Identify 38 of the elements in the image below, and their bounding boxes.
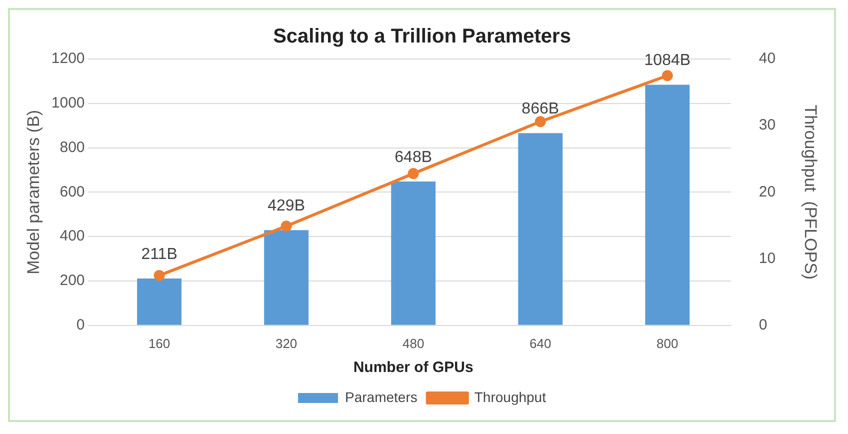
bar — [518, 133, 563, 325]
x-tick-label: 160 — [148, 336, 170, 351]
y-tick-label: 800 — [60, 138, 85, 156]
y-axis-title: Model parameters (B) — [24, 110, 43, 274]
data-label: 1084B — [644, 52, 691, 70]
x-tick-label: 320 — [275, 336, 298, 351]
bar — [137, 278, 182, 325]
data-label: 429B — [268, 198, 305, 215]
bar — [391, 182, 436, 325]
legend-label: Parameters — [345, 388, 418, 405]
y2-tick-label: 40 — [758, 50, 776, 68]
point — [408, 168, 419, 180]
bar — [645, 84, 690, 325]
point — [280, 220, 292, 232]
bar — [264, 230, 309, 325]
y-tick-label: 400 — [60, 228, 85, 245]
point — [154, 270, 165, 281]
data-label: 648B — [394, 148, 432, 166]
point — [534, 116, 546, 128]
y2-tick-label: 20 — [758, 183, 776, 200]
y-tick-label: 600 — [60, 183, 85, 200]
x-tick-label: 480 — [402, 336, 424, 351]
x-axis-title: Number of GPUs — [353, 359, 474, 376]
y-tick-label: 1000 — [51, 94, 85, 112]
x-tick-label: 640 — [530, 336, 552, 351]
y2-tick-label: 30 — [758, 116, 776, 134]
y2-tick-label: 0 — [758, 316, 768, 334]
x-tick-label: 800 — [656, 336, 678, 351]
data-label: 211B — [141, 246, 178, 263]
point — [662, 70, 673, 82]
chart-title: Scaling to a Trillion Parameters — [273, 26, 571, 48]
y2-tick-label: 10 — [758, 250, 776, 267]
y-tick-label: 200 — [60, 272, 85, 290]
y-tick-label: 0 — [76, 316, 85, 334]
y2-axis-title: Throughput (PFLOPS) — [801, 104, 820, 280]
y-tick-label: 1200 — [51, 50, 85, 68]
legend-label: Throughput — [474, 388, 546, 405]
data-label: 866B — [522, 100, 560, 118]
